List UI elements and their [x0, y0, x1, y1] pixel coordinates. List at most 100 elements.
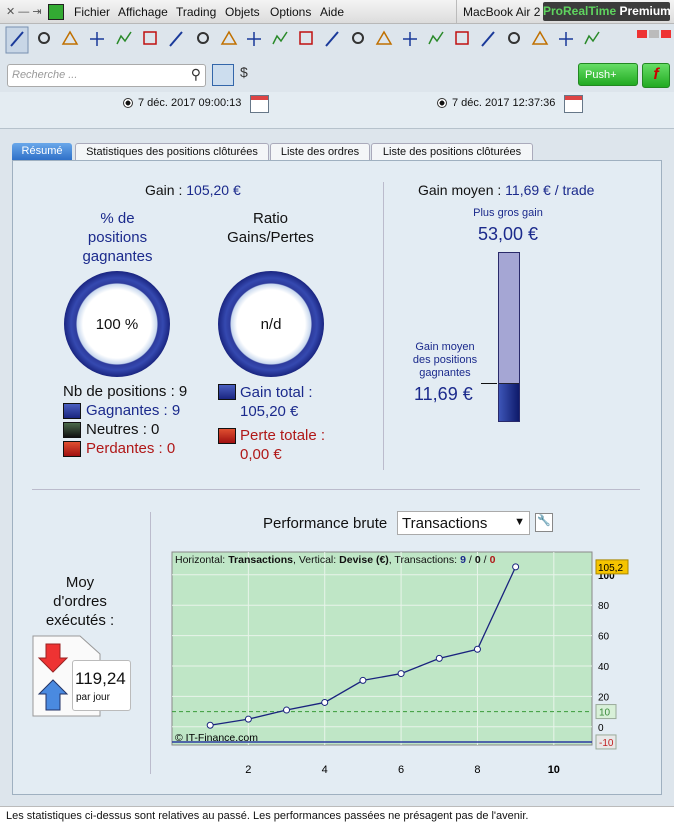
- menu-item[interactable]: Fichier: [74, 5, 111, 19]
- info-part: 0: [490, 554, 496, 566]
- donut: [218, 271, 324, 377]
- menu-item[interactable]: Objets: [225, 5, 260, 19]
- label: Perte totale :: [240, 427, 326, 444]
- tab-active[interactable]: Résumé: [12, 143, 72, 160]
- search-icon: ⚲: [190, 66, 201, 82]
- winning-pct-title: % de positions gagnantes: [60, 209, 175, 266]
- date-bar: [0, 92, 674, 129]
- title-line: Moy: [65, 574, 95, 591]
- toolbar: [5, 26, 671, 54]
- point: [244, 715, 252, 723]
- title-line: exécutés :: [45, 612, 115, 629]
- x-tick-label: 4: [322, 764, 328, 776]
- separator: [383, 182, 384, 470]
- avg-winning-label: Gain moyen des positions gagnantes: [405, 341, 485, 380]
- radio[interactable]: [437, 98, 447, 108]
- tool-icon: [299, 31, 313, 45]
- gain-label: Gain :: [145, 182, 183, 198]
- tool-icon: [272, 31, 288, 45]
- biggest-gain-value: 53,00 €: [477, 224, 539, 244]
- tool-icon: [637, 30, 647, 38]
- tool-icon: [531, 30, 549, 45]
- search-placeholder: Recherche ...: [12, 69, 78, 81]
- threshold-tag: [595, 704, 617, 720]
- y-tick-label: 80: [598, 601, 610, 612]
- point: [397, 670, 405, 678]
- tab[interactable]: Liste des positions clôturées: [371, 143, 533, 161]
- gain-value: 105,20 €: [186, 182, 241, 198]
- donut-label: n/d: [260, 316, 282, 333]
- orders-value: 119,24: [75, 669, 126, 688]
- point: [206, 721, 214, 729]
- x-tick-label: 6: [398, 764, 404, 776]
- y-tick-label: 60: [598, 632, 610, 643]
- calendar-button[interactable]: [564, 95, 583, 113]
- donut: [64, 271, 170, 377]
- x-selector[interactable]: Transactions ▼: [397, 511, 530, 535]
- threshold-tag: [595, 734, 617, 750]
- menu-item[interactable]: Affichage: [118, 5, 168, 19]
- title-line: d'ordres: [53, 593, 107, 610]
- menu-item[interactable]: Trading: [176, 5, 217, 19]
- menu-item[interactable]: Aide: [320, 5, 345, 19]
- end-date: 7 déc. 2017 12:37:36: [452, 97, 556, 109]
- disclaimer: Les statistiques ci-dessus sont relative…: [6, 810, 529, 822]
- separator: [32, 489, 640, 490]
- calendar-button[interactable]: [250, 95, 269, 113]
- settings-button[interactable]: 🔧: [535, 513, 553, 532]
- title-line: % de: [100, 210, 135, 227]
- value: 105,20 €: [240, 403, 299, 420]
- y-tick-label: 0: [598, 723, 604, 734]
- tool-icon: [661, 30, 671, 38]
- losers: Perdantes : 0: [86, 440, 176, 457]
- threshold-label: 10: [599, 708, 611, 719]
- title-line: Ratio: [252, 210, 289, 227]
- avg-winning-value: 11,69 €: [414, 384, 473, 404]
- info-part: 9: [460, 554, 466, 566]
- legend-swatch: [218, 428, 236, 444]
- winners: Gagnantes : 9: [86, 402, 181, 419]
- tool-icon: [584, 31, 600, 45]
- tool-icon: [508, 32, 520, 44]
- y-tick-label: 100: [598, 571, 615, 582]
- tab[interactable]: Statistiques des positions clôturées: [75, 143, 269, 161]
- tool-button[interactable]: $: [240, 64, 248, 80]
- app-icon: [48, 4, 64, 20]
- legend-swatch: [218, 384, 236, 400]
- avg-gain-value: 11,69 € / trade: [505, 182, 595, 198]
- threshold-label: -10: [599, 738, 614, 749]
- tool-button[interactable]: [212, 64, 234, 86]
- x-selector-value: Transactions: [402, 515, 488, 532]
- menu-item[interactable]: Options: [270, 5, 312, 19]
- positions-count: Nb de positions : 9: [63, 383, 188, 400]
- search-box[interactable]: Recherche ... ⚲: [7, 64, 206, 87]
- y-tick-label: 40: [598, 662, 610, 673]
- info-part: /: [484, 554, 487, 566]
- tool-icon: [428, 31, 444, 45]
- value-label: 105,2: [598, 563, 623, 574]
- plot-area: [171, 551, 593, 746]
- point: [359, 676, 367, 684]
- point: [512, 563, 520, 571]
- tool-icon: [197, 32, 209, 44]
- tool-icon: [559, 32, 573, 46]
- push-button[interactable]: Push+: [578, 63, 638, 86]
- window-controls[interactable]: ✕ — ⇥: [6, 6, 42, 18]
- total-gain: Gain total : 105,20 €: [240, 383, 313, 421]
- tool-icon: [481, 31, 495, 47]
- orders-box: [72, 660, 131, 711]
- chart-title: Performance brute: [263, 515, 388, 532]
- radio[interactable]: [123, 98, 133, 108]
- biggest-gain-label: Plus gros gain: [473, 207, 543, 219]
- x-tick-label: 8: [474, 764, 480, 776]
- y-tick-label: 20: [598, 692, 610, 703]
- tab[interactable]: Liste des ordres: [270, 143, 370, 161]
- tool-icon: [352, 32, 364, 44]
- orders-title: Moy d'ordres exécutés :: [30, 573, 130, 630]
- info-part: Horizontal:: [175, 554, 225, 566]
- formula-button[interactable]: f: [642, 63, 670, 88]
- tool-icon: [169, 31, 183, 47]
- separator: [456, 0, 457, 23]
- chart-info: Horizontal: Transactions, Vertical: Devise…: [175, 554, 496, 566]
